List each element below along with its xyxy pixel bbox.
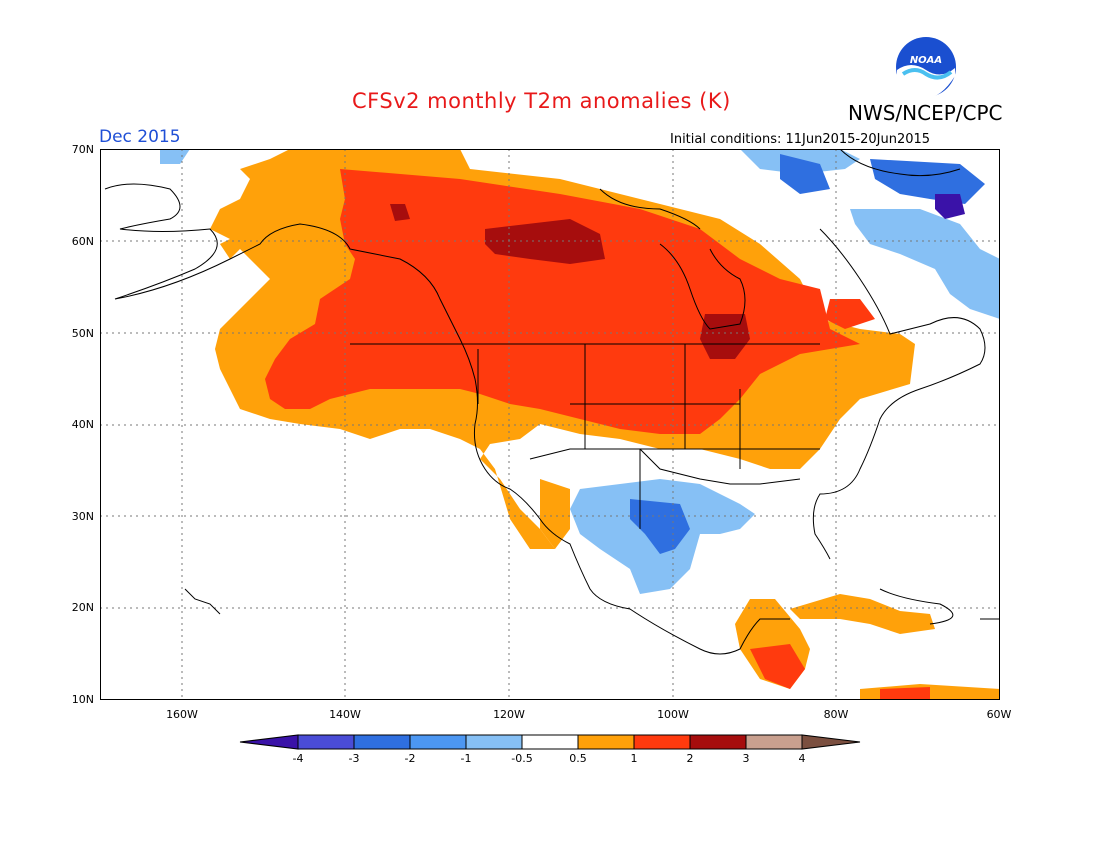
anomaly-map (100, 149, 1000, 700)
lon-label: 100W (657, 708, 689, 721)
grid-lines (100, 149, 1000, 700)
colorbar-label: 3 (742, 752, 750, 765)
colorbar-swatch (297, 734, 355, 750)
lat-label: 40N (71, 418, 94, 431)
noaa-logo: NOAA (895, 36, 957, 98)
colorbar-label: -3 (348, 752, 360, 765)
colorbar-arrow-high (801, 734, 861, 750)
colorbar-label: 0.5 (569, 752, 587, 765)
anomaly-fill-darkblue (935, 194, 965, 219)
lon-label: 80W (823, 708, 849, 721)
noaa-logo-text: NOAA (910, 55, 942, 66)
lat-label: 20N (71, 601, 94, 614)
lon-label: 140W (329, 708, 361, 721)
colorbar-swatch (409, 734, 467, 750)
lat-label: 60N (71, 235, 94, 248)
agency-label: NWS/NCEP/CPC (848, 101, 1003, 125)
colorbar-label: -0.5 (511, 752, 533, 765)
colorbar-label: 1 (630, 752, 638, 765)
chart-title: CFSv2 monthly T2m anomalies (K) (352, 89, 731, 113)
colorbar-swatch (465, 734, 523, 750)
colorbar-arrow-low (239, 734, 299, 750)
lat-label: 50N (71, 327, 94, 340)
colorbar-label: -4 (292, 752, 304, 765)
colorbar-label: -1 (460, 752, 472, 765)
colorbar-swatch (521, 734, 579, 750)
colorbar-swatch (577, 734, 635, 750)
colorbar-label: 2 (686, 752, 694, 765)
colorbar-swatch (689, 734, 747, 750)
colorbar-label: 4 (798, 752, 806, 765)
lat-label: 30N (71, 510, 94, 523)
colorbar-swatch (353, 734, 411, 750)
lat-label: 70N (71, 143, 94, 156)
lon-label: 120W (493, 708, 525, 721)
colorbar-label: -2 (404, 752, 416, 765)
forecast-month: Dec 2015 (99, 127, 181, 147)
coastlines (104, 149, 1000, 655)
colorbar-swatch (745, 734, 803, 750)
lon-label: 60W (986, 708, 1012, 721)
lon-label: 160W (166, 708, 198, 721)
colorbar-swatch (633, 734, 691, 750)
initial-conditions: Initial conditions: 11Jun2015-20Jun2015 (670, 132, 931, 147)
lat-label: 10N (71, 693, 94, 706)
anomaly-fill-red (265, 169, 930, 700)
